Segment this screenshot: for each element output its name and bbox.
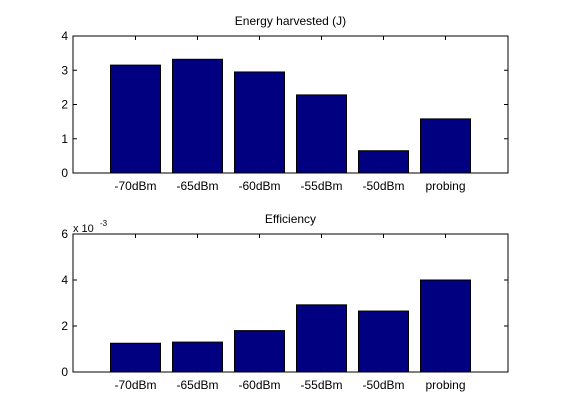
energy-xtick-label-5: probing [425,179,465,193]
efficiency-multiplier-exponent: -3 [100,219,108,228]
efficiency-xtick-label-1: -65dBm [176,378,218,392]
efficiency-bar-5 [420,279,471,373]
efficiency-xtick-label-0: -70dBm [114,378,156,392]
efficiency-bar-0 [110,342,161,373]
efficiency-ytick-label-3: 6 [61,227,68,241]
efficiency-bar-1 [172,341,223,373]
energy-ytick-label-4: 4 [61,29,68,43]
energy-bar-2 [234,71,285,174]
energy-xtick-label-3: -55dBm [300,179,342,193]
efficiency-bar-3 [296,304,347,373]
energy-ytick-label-0: 0 [61,166,68,180]
energy-xtick-label-1: -65dBm [176,179,218,193]
efficiency-ytick-label-0: 0 [61,365,68,379]
energy-ytick-label-3: 3 [61,63,68,77]
energy-chart-title: Energy harvested (J) [235,14,346,28]
efficiency-multiplier-base: x 10 [73,223,94,235]
efficiency-chart-title: Efficiency [265,212,316,226]
energy-ytick-label-2: 2 [61,98,68,112]
efficiency-bar-2 [234,330,285,373]
efficiency-xtick-label-2: -60dBm [238,378,280,392]
efficiency-xtick-label-5: probing [425,378,465,392]
efficiency-ytick-label-2: 4 [61,273,68,287]
energy-harvested-chart: 0 1 2 3 4 -70dBm -65dBm -60dBm -55dBm -50dBm probi… [61,14,509,193]
energy-xtick-label-0: -70dBm [114,179,156,193]
energy-xtick-label-2: -60dBm [238,179,280,193]
efficiency-ytick-label-1: 2 [61,319,68,333]
energy-bar-3 [296,94,347,174]
efficiency-chart: 0 2 4 6 -70dBm -65dBm -60dBm -55dBm -50dBm probin… [61,212,509,392]
energy-bar-0 [110,64,161,174]
energy-bar-5 [420,118,471,174]
efficiency-xtick-label-3: -55dBm [300,378,342,392]
energy-ytick-label-1: 1 [61,132,68,146]
energy-xtick-label-4: -50dBm [362,179,404,193]
efficiency-xtick-label-4: -50dBm [362,378,404,392]
efficiency-bar-4 [358,310,409,373]
energy-bar-1 [172,58,223,174]
efficiency-axes-box [72,233,509,373]
